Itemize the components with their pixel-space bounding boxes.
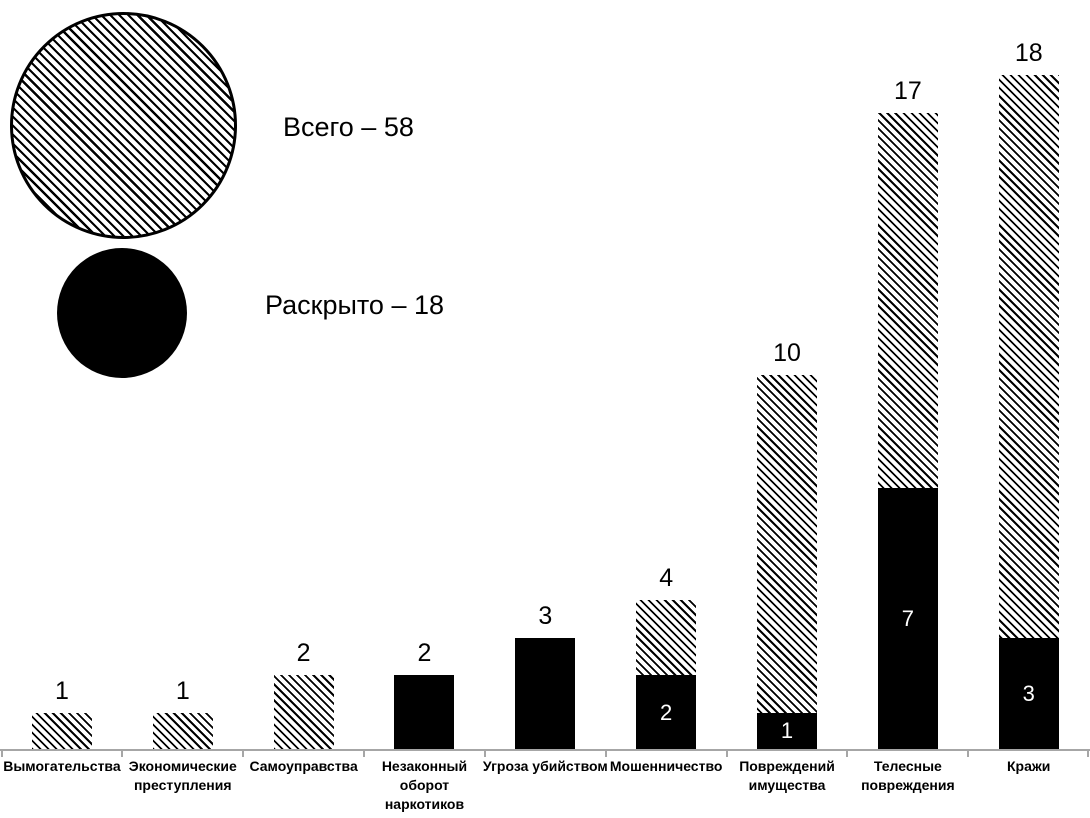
- category-label-line: повреждения: [861, 777, 955, 793]
- category-label-line: Экономические: [128, 758, 237, 774]
- bar-value-label: 1: [175, 676, 190, 705]
- bar: [998, 75, 1059, 750]
- bar: [152, 712, 213, 750]
- axis-tick: [483, 750, 486, 757]
- bar-value-label: 3: [538, 601, 553, 630]
- bar: [31, 712, 92, 750]
- axis-tick: [725, 750, 728, 757]
- axis-tick: [604, 750, 607, 757]
- bar-solved-label: 3: [1022, 680, 1035, 706]
- bar: [636, 600, 697, 750]
- legend-total-label: Всего – 58: [283, 112, 414, 142]
- category-label-line: Незаконный: [381, 758, 468, 774]
- bar-solved-label: 7: [901, 605, 914, 631]
- bar-solved-segment: [877, 487, 938, 750]
- bar: [757, 375, 818, 750]
- bar-value-label: 2: [296, 639, 311, 667]
- category-label: Экономические преступления: [108, 757, 258, 795]
- bar-value-label: 1: [54, 676, 69, 705]
- bar-solved-segment: [998, 637, 1059, 750]
- category-label-line: Телесные: [873, 758, 942, 774]
- axis-tick: [242, 750, 245, 757]
- bar: [515, 637, 576, 750]
- category-label: Угроза убийством: [470, 757, 620, 776]
- category-label: Кражи: [954, 757, 1090, 776]
- legend-solved-label: Раскрыто – 18: [265, 290, 444, 320]
- axis-tick: [0, 750, 3, 757]
- bar-value-label: 18: [1014, 39, 1043, 67]
- category-label: Повреждений имущества: [712, 757, 862, 795]
- category-label-line: Вымогательства: [3, 758, 121, 774]
- category-label: Самоуправства: [229, 757, 379, 776]
- bar: [394, 675, 455, 750]
- bar-value-label: 10: [773, 339, 801, 367]
- category-label-line: преступления: [133, 777, 232, 793]
- axis-tick: [1087, 750, 1089, 757]
- axis-tick: [363, 750, 366, 757]
- bar-value-label: 4: [659, 564, 674, 592]
- category-label-line: Повреждений: [739, 758, 835, 774]
- category-label: Телесные повреждения: [833, 757, 983, 795]
- legend-total-circle: [10, 12, 237, 239]
- category-label-line: Самоуправства: [249, 758, 358, 774]
- category-label-line: оборот: [399, 777, 450, 793]
- bar-value-label: 17: [893, 76, 922, 105]
- category-label: Мошенничество: [591, 757, 741, 776]
- category-label-line: Мошенничество: [609, 758, 723, 774]
- category-label-line: Угроза убийством: [482, 758, 608, 774]
- category-label-line: имущества: [748, 777, 826, 793]
- bar-solved-label: 1: [780, 718, 794, 744]
- bar-solved-label: 2: [660, 699, 673, 725]
- bar: [273, 675, 334, 750]
- axis-tick: [121, 750, 124, 757]
- bar: [877, 112, 938, 750]
- axis-tick: [846, 750, 849, 757]
- axis-tick: [967, 750, 970, 757]
- x-axis-line: [0, 749, 1090, 751]
- category-label: Незаконный оборот наркотиков: [349, 757, 499, 814]
- bar-value-label: 2: [417, 639, 432, 667]
- bar-solved-segment: [636, 675, 697, 750]
- category-label-line: наркотиков: [384, 796, 465, 812]
- legend-solved-circle: [57, 248, 187, 378]
- category-label-line: Кражи: [1007, 758, 1051, 774]
- category-label: Вымогательства: [0, 757, 137, 776]
- bar-solved-segment: [757, 712, 818, 750]
